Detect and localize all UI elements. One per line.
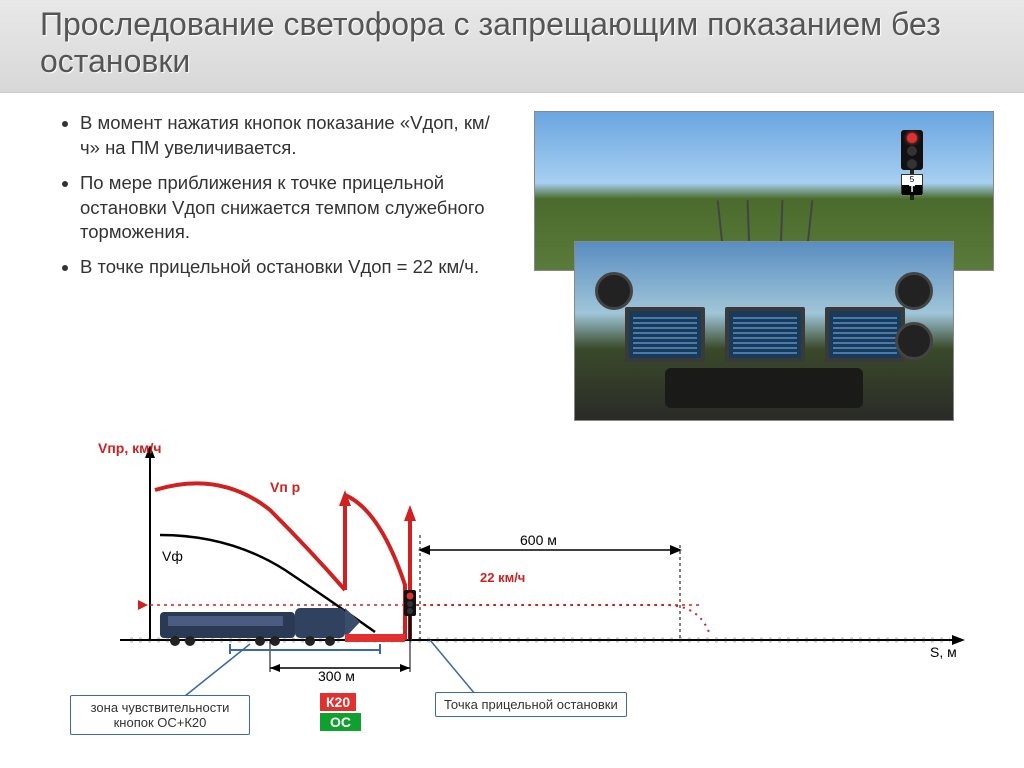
badge-oc: ОС (320, 713, 361, 731)
curve-vpr-label: Vп р (270, 480, 300, 494)
axis-x-label: S, м (930, 644, 957, 660)
callout-zone-sensitivity: зона чувствительности кнопок ОС+К20 (70, 695, 250, 735)
dim-600m-label: 600 м (520, 532, 557, 548)
curve-vf-label: Vф (162, 548, 183, 564)
bullet-item: В момент нажатия кнопок показание «Vдоп,… (80, 111, 490, 161)
speed-distance-diagram: Vпр, км/ч Vп р Vф 22 км/ч 600 м 300 м S,… (60, 440, 984, 750)
axis-y-label: Vпр, км/ч (98, 440, 162, 456)
signal-head-icon (901, 130, 923, 170)
callout-target-stop: Точка прицельной остановки (435, 692, 627, 717)
slide-title: Проследование светофора с запрещающим по… (40, 6, 984, 80)
slide-title-band: Проследование светофора с запрещающим по… (0, 0, 1024, 93)
bullet-list: В момент нажатия кнопок показание «Vдоп,… (60, 111, 490, 411)
baseline-speed-label: 22 км/ч (480, 570, 525, 585)
bullet-item: В точке прицельной остановки Vдоп = 22 к… (80, 255, 490, 280)
photo-locomotive-cab (574, 241, 954, 421)
signal-number-plate: 5 Т (901, 174, 923, 194)
train-icon (160, 608, 360, 646)
dim-300m-label: 300 м (318, 668, 355, 684)
bullet-item: По мере приближения к точке прицельной о… (80, 171, 490, 246)
badge-k20: К20 (320, 693, 356, 711)
